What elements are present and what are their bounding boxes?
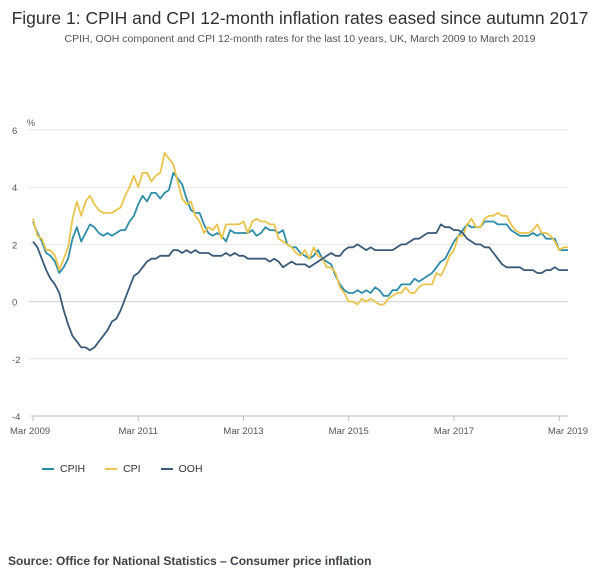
y-axis-label: % [27,118,35,128]
legend-label-cpih: CPIH [60,463,86,475]
legend-swatch-cpih [42,468,54,470]
series-line-cpi [32,151,568,306]
x-tick-label: Mar 2019 [548,426,588,437]
x-tick-label: Mar 2013 [223,426,263,437]
chart-subtitle: CPIH, OOH component and CPI 12-month rat… [64,33,536,45]
x-tick-label: Mar 2017 [434,426,474,437]
series-line-ooh [32,223,568,352]
y-tick-label: 6 [12,126,17,137]
x-tick-label: Mar 2011 [119,426,158,437]
line-chart: 6 4 2 0 -2 -4% Mar 2009 Mar 2011 Mar 2013 Mar 201… [10,118,588,437]
source-note: Source: Office for National Statistics –… [8,554,372,568]
x-tick-label: Mar 2009 [10,426,50,437]
y-tick-label: -2 [12,355,20,366]
chart-title: Figure 1: CPIH and CPI 12-month inflatio… [11,8,589,28]
legend-item-cpih: CPIH [42,463,85,475]
series-line-cpih [32,171,568,297]
y-tick-label: 0 [12,298,17,309]
chart-legend: CPIH CPI OOH [42,463,203,475]
x-tick-label: Mar 2015 [329,426,369,437]
legend-item-cpi: CPI [105,463,141,475]
legend-item-ooh: OOH [160,463,203,475]
y-tick-label: 4 [12,183,17,194]
legend-swatch-ooh [160,468,173,470]
legend-label-cpi: CPI [123,463,141,475]
y-tick-label: -4 [12,412,20,423]
y-tick-label: 2 [12,240,17,251]
legend-label-ooh: OOH [178,463,203,475]
legend-swatch-cpi [105,468,118,470]
